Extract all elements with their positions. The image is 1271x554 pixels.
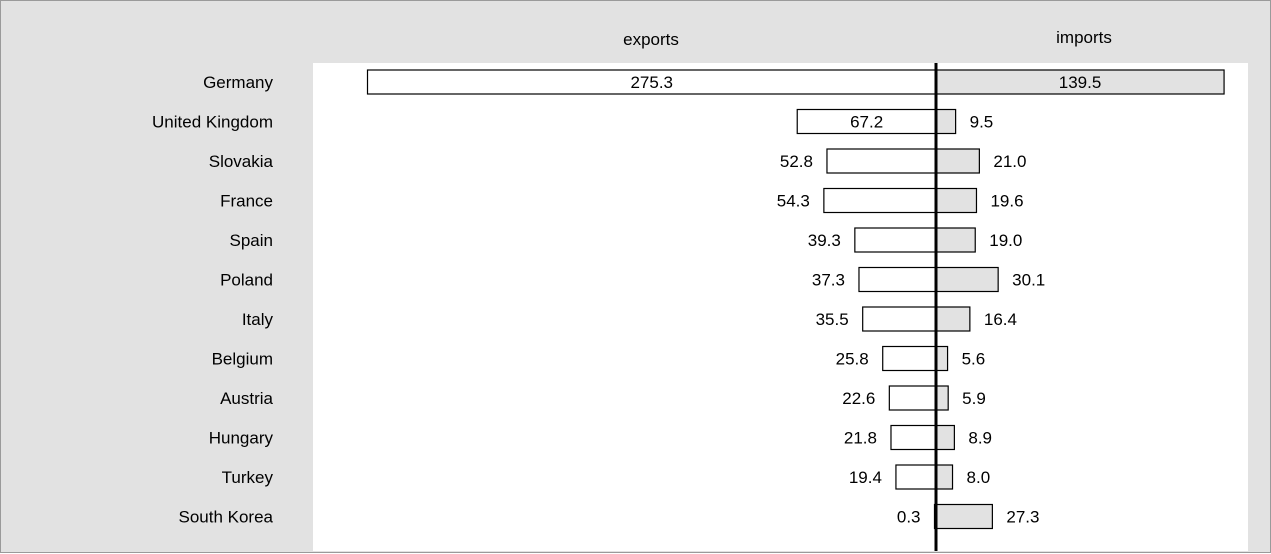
exports-bar xyxy=(796,108,937,135)
exports-value-label: 275.3 xyxy=(630,73,673,92)
imports-value-label: 16.4 xyxy=(984,310,1017,329)
exports-value-label: 25.8 xyxy=(836,350,869,369)
category-label: France xyxy=(220,192,273,211)
exports-value-label: 54.3 xyxy=(777,192,810,211)
exports-value-label: 19.4 xyxy=(849,468,882,487)
exports-bar xyxy=(895,464,937,490)
exports-value-label: 52.8 xyxy=(780,152,813,171)
category-label: Poland xyxy=(220,271,273,290)
imports-bar xyxy=(935,424,955,451)
exports-bar xyxy=(882,345,937,372)
category-label: Slovakia xyxy=(209,152,274,171)
imports-value-label: 19.6 xyxy=(990,192,1023,211)
imports-value-label: 139.5 xyxy=(1059,73,1102,92)
imports-bar xyxy=(935,148,980,174)
exports-bar xyxy=(826,148,937,174)
exports-bar xyxy=(890,424,937,451)
exports-bar xyxy=(854,227,937,253)
imports-bar xyxy=(935,345,949,372)
exports-bar xyxy=(823,187,937,214)
imports-value-label: 5.6 xyxy=(962,350,986,369)
category-label: Italy xyxy=(242,310,274,329)
exports-bar xyxy=(862,306,937,332)
exports-value-label: 67.2 xyxy=(850,113,883,132)
category-label: South Korea xyxy=(178,508,273,527)
bar-row: South Korea 0.3 27.3 xyxy=(178,503,1039,530)
imports-header: imports xyxy=(1056,28,1112,47)
imports-bar xyxy=(935,108,957,135)
imports-value-label: 30.1 xyxy=(1012,271,1045,290)
category-label: Turkey xyxy=(222,468,274,487)
imports-bar xyxy=(935,266,999,293)
category-label: United Kingdom xyxy=(152,113,273,132)
imports-bar xyxy=(935,306,971,332)
bar-rows: Germany 275.3 139.5 United Kingdom 67.2 9.5 Sl… xyxy=(152,69,1225,530)
exports-value-label: 37.3 xyxy=(812,271,845,290)
imports-bar xyxy=(935,385,949,411)
imports-value-label: 8.9 xyxy=(968,429,992,448)
imports-bar xyxy=(935,69,1225,95)
imports-value-label: 19.0 xyxy=(989,231,1022,250)
exports-value-label: 0.3 xyxy=(897,508,921,527)
bar-row: Hungary 21.8 8.9 xyxy=(209,424,992,451)
exports-value-label: 21.8 xyxy=(844,429,877,448)
imports-bar xyxy=(935,187,978,214)
imports-value-label: 8.0 xyxy=(967,468,991,487)
exports-header: exports xyxy=(623,30,679,49)
bar-row: Slovakia 52.8 21.0 xyxy=(209,148,1026,174)
imports-bar xyxy=(935,503,993,530)
category-label: Belgium xyxy=(212,350,273,369)
exports-value-label: 35.5 xyxy=(816,310,849,329)
imports-value-label: 9.5 xyxy=(970,113,994,132)
bar-row: United Kingdom 67.2 9.5 xyxy=(152,108,994,135)
bar-row: Spain 39.3 19.0 xyxy=(230,227,1022,253)
category-label: Germany xyxy=(203,73,273,92)
category-label: Austria xyxy=(220,389,273,408)
bar-row: Poland 37.3 30.1 xyxy=(220,266,1045,293)
imports-bar xyxy=(935,227,976,253)
category-label: Spain xyxy=(230,231,273,250)
bar-row: Turkey 19.4 8.0 xyxy=(222,464,991,490)
imports-value-label: 21.0 xyxy=(993,152,1026,171)
bar-row: Belgium 25.8 5.6 xyxy=(212,345,986,372)
exports-value-label: 22.6 xyxy=(842,389,875,408)
bar-row: Italy 35.5 16.4 xyxy=(242,306,1017,332)
exports-bar xyxy=(888,385,937,411)
plot-area xyxy=(313,63,1248,551)
exports-value-label: 39.3 xyxy=(808,231,841,250)
imports-value-label: 27.3 xyxy=(1006,508,1039,527)
imports-bar xyxy=(935,464,954,490)
category-label: Hungary xyxy=(209,429,274,448)
bar-row: Austria 22.6 5.9 xyxy=(220,385,986,411)
exports-bar xyxy=(858,266,937,293)
imports-value-label: 5.9 xyxy=(962,389,986,408)
